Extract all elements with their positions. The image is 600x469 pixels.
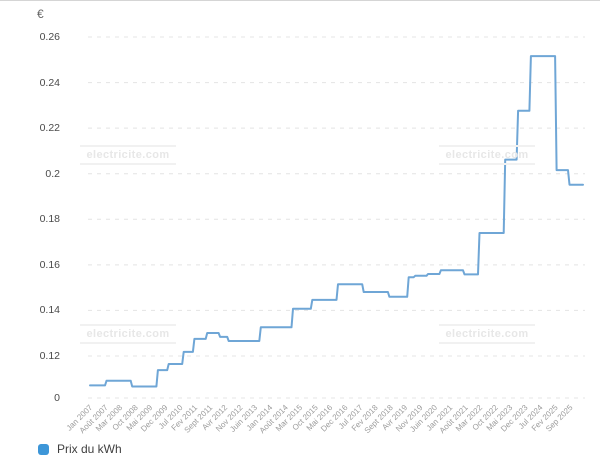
y-tick-label: 0.26 xyxy=(39,31,60,43)
y-axis-title: € xyxy=(37,7,44,21)
legend-color-swatch xyxy=(38,443,49,455)
y-tick-label: 0.16 xyxy=(39,258,60,271)
y-tick-label: 0.14 xyxy=(39,304,60,317)
legend-item-prix-du-kwh[interactable]: Prix du kWh xyxy=(38,442,122,456)
y-tick-label: 0 xyxy=(54,392,60,404)
y-tick-label: 0.2 xyxy=(45,167,60,180)
price-step-line[interactable] xyxy=(89,55,584,388)
y-tick-label: 0.12 xyxy=(39,350,60,362)
y-tick-label: 0.24 xyxy=(39,76,60,89)
y-tick-label: 0.18 xyxy=(39,213,60,226)
y-tick-label: 0.22 xyxy=(39,122,60,135)
legend-label: Prix du kWh xyxy=(57,442,122,456)
